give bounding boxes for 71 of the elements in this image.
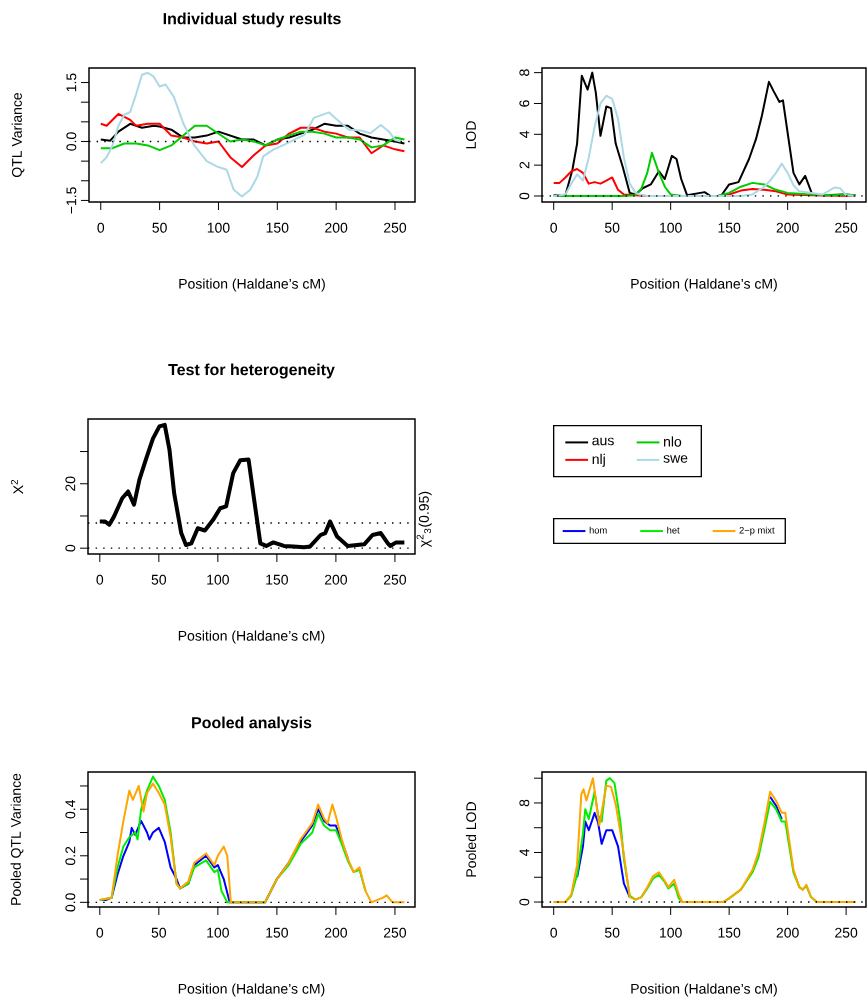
y-axis-title: LOD — [466, 121, 476, 149]
ref-line-label: χ$^{2}$$_{3}$(0.95) — [416, 491, 432, 547]
x-tick-label: 200 — [776, 222, 799, 233]
x-tick-label: 50 — [152, 222, 167, 233]
y-tick-label: 0.2 — [65, 846, 76, 865]
y-tick-label: 0.0 — [66, 132, 77, 151]
x-tick-label: 250 — [835, 927, 858, 938]
y-tick-label: 6 — [519, 100, 530, 107]
x-tick-label: 150 — [266, 574, 288, 585]
y-tick-label: 8 — [519, 799, 530, 807]
legend-label: nlj — [592, 453, 605, 467]
x-axis-title: Position (Haldane’s cM) — [178, 983, 325, 997]
x-tick-label: 100 — [207, 222, 230, 233]
y-axis-title: Pooled QTL Variance — [10, 773, 24, 905]
y-tick-label: 0 — [519, 898, 530, 906]
legend-label: het — [667, 526, 680, 534]
x-tick-label: 0 — [96, 927, 104, 938]
x-axis-title: Position (Haldane’s cM) — [631, 983, 777, 997]
line-series — [98, 782, 406, 904]
x-tick-label: 200 — [324, 574, 348, 585]
y-tick-label: 0 — [65, 544, 76, 552]
y-tick-label: −1.5 — [66, 187, 77, 214]
x-tick-label: 50 — [151, 927, 167, 938]
x-axis-title: Position (Haldane’s cM) — [178, 630, 325, 644]
x-tick-label: 100 — [660, 927, 682, 938]
x-tick-label: 200 — [776, 927, 799, 938]
x-tick-label: 150 — [718, 222, 741, 233]
y-tick-label: 4 — [519, 130, 530, 138]
x-tick-label: 250 — [383, 574, 407, 585]
x-tick-label: 100 — [207, 927, 229, 938]
y-axis-title: Pooled LOD — [465, 802, 477, 877]
legend-label: nlo — [664, 436, 682, 447]
y-tick-label: 8 — [519, 69, 530, 76]
x-tick-label: 50 — [604, 927, 620, 938]
x-tick-label: 150 — [718, 927, 741, 938]
x-tick-label: 0 — [550, 927, 558, 938]
y-tick-label: 2 — [519, 161, 530, 169]
line-series — [99, 112, 406, 169]
y-tick-label: 4 — [519, 849, 530, 857]
x-tick-label: 0 — [550, 222, 558, 233]
y-tick-label: 20 — [65, 476, 76, 491]
x-tick-label: 250 — [384, 222, 407, 233]
x-tick-label: 200 — [324, 927, 348, 938]
legend-label: swe — [663, 455, 688, 463]
y-tick-label: 0.0 — [65, 893, 76, 912]
y-tick-label: 0 — [519, 192, 530, 200]
y-axis-title: X$^{2}$ — [10, 479, 24, 494]
legend-label: 2−p mixt — [739, 526, 775, 536]
x-tick-label: 250 — [835, 222, 858, 233]
x-tick-label: 50 — [604, 222, 620, 233]
x-axis-title: Position (Haldane’s cM) — [631, 278, 777, 292]
chart-title: Individual study results — [163, 12, 341, 28]
x-axis-title: Position (Haldane’s cM) — [179, 278, 325, 292]
line-series — [99, 71, 402, 198]
x-tick-label: 100 — [660, 222, 682, 233]
legend-label: aus — [592, 437, 614, 446]
y-tick-label: 0.4 — [65, 799, 76, 819]
line-series — [552, 777, 857, 904]
x-tick-label: 150 — [266, 927, 288, 938]
y-axis-title: QTL Variance — [11, 92, 25, 177]
x-tick-label: 0 — [96, 574, 104, 585]
x-tick-label: 150 — [266, 222, 289, 233]
y-tick-label: 1.5 — [66, 73, 77, 92]
legend-label: hom — [589, 526, 607, 534]
chart-title: Pooled analysis — [192, 716, 312, 732]
x-tick-label: 250 — [383, 927, 407, 938]
x-tick-label: 200 — [325, 222, 348, 233]
x-tick-label: 0 — [97, 222, 105, 233]
chart-title: Test for heterogeneity — [168, 363, 335, 379]
x-tick-label: 50 — [151, 574, 167, 585]
x-tick-label: 100 — [207, 574, 229, 585]
